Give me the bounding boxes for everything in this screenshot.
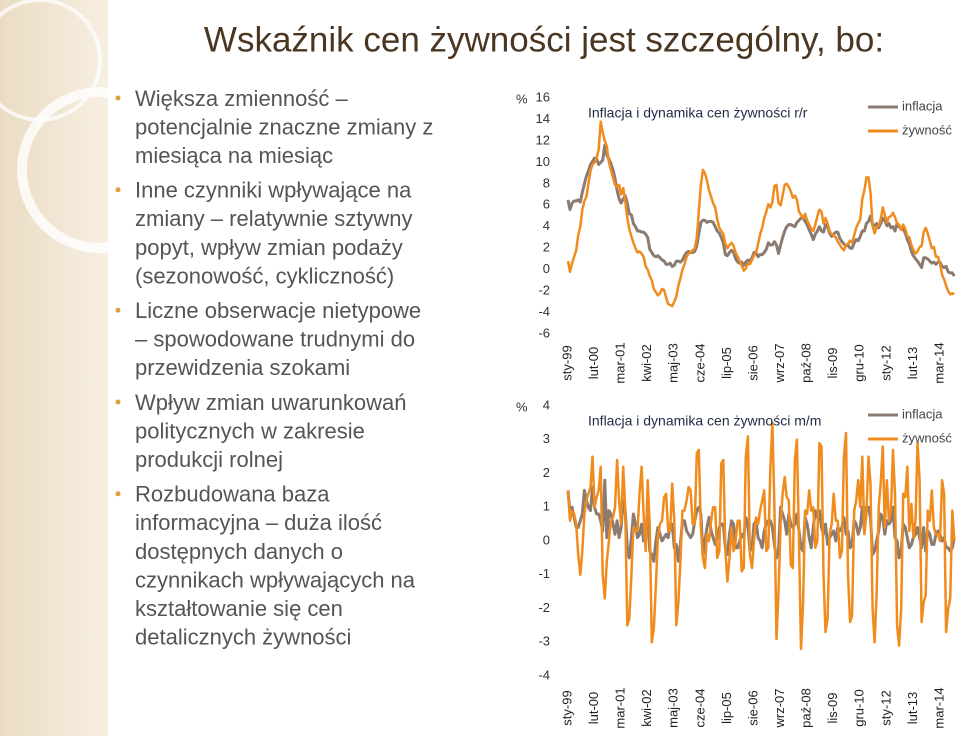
x-tick-label: lip-05 [719,692,734,724]
bullet-text: politycznych w zakresie [135,418,365,443]
x-tick-label: lis-09 [825,347,840,378]
bullet-text: popyt, wpływ zmian podaży [135,235,403,260]
y-tick-label: -2 [538,283,550,298]
y-axis-label: % [516,399,528,414]
bullet-dot [115,187,121,193]
bullet-text: detalicznych żywności [135,625,351,650]
x-tick-label: sie-06 [745,690,760,725]
y-axis-label: % [516,91,528,106]
x-tick-label: lut-00 [586,347,601,380]
bullet-text: czynnikach wpływających na [135,567,416,592]
x-tick-label: kwi-02 [639,689,654,727]
y-tick-label: 1 [543,499,550,514]
x-tick-label: cze-04 [692,343,707,382]
x-tick-label: wrz-07 [772,688,787,728]
x-tick-label: sty-99 [559,345,574,380]
x-tick-label: sty-12 [878,690,893,725]
x-tick-label: mar-01 [613,687,628,728]
x-tick-label: gru-10 [852,689,867,727]
series-line [566,143,956,277]
y-tick-label: -2 [538,600,550,615]
y-tick-label: 4 [543,397,550,412]
x-tick-label: wrz-07 [772,343,787,383]
bullet-text: dostępnych danych o [135,539,343,564]
bullet-text: Inne czynniki wpływające na [135,178,412,203]
x-tick-label: paź-08 [799,688,814,728]
x-tick-label: sty-12 [878,345,893,380]
bullet-dot [115,307,121,313]
bullet-dot [115,399,121,405]
y-tick-label: 2 [543,240,550,255]
bullet-dot [115,95,121,101]
x-tick-label: maj-03 [666,343,681,383]
decor-circle [0,0,102,122]
y-tick-label: -1 [538,566,550,581]
chart-title: Inflacja i dynamika cen żywności r/r [588,105,808,121]
y-tick-label: 3 [543,431,550,446]
legend-label: inflacja [902,406,943,421]
x-tick-label: mar-01 [613,342,628,383]
y-tick-label: -4 [538,667,550,682]
bullet-text: zmiany – relatywnie sztywny [135,206,413,231]
bullet-text: (sezonowość, cykliczność) [135,263,394,288]
slide-title: Wskaźnik cen żywności jest szczególny, b… [204,20,884,59]
bullet-text: informacyjna – duża ilość [135,510,382,535]
decor-strip [0,0,108,736]
x-tick-label: kwi-02 [639,344,654,382]
x-tick-label: lut-13 [905,347,920,380]
bullet-text: miesiąca na miesiąc [135,143,333,168]
x-tick-label: mar-14 [931,687,946,728]
x-tick-label: cze-04 [692,688,707,727]
y-tick-label: -3 [538,634,550,649]
bullet-text: potencjalnie znaczne zmiany z [135,114,433,139]
legend-label: inflacja [902,98,943,113]
bullet-text: przewidzenia szokami [135,355,350,380]
bullet-dot [115,491,121,497]
y-tick-label: 16 [536,89,550,104]
y-tick-label: 6 [543,197,550,212]
x-tick-label: lut-00 [586,692,601,725]
y-tick-label: -4 [538,304,550,319]
x-tick-label: maj-03 [666,688,681,728]
x-tick-label: sie-06 [745,345,760,380]
x-tick-label: lip-05 [719,347,734,379]
series-line [566,478,956,563]
bullet-text: Rozbudowana baza [135,482,330,507]
chart-title: Inflacja i dynamika cen żywności m/m [588,413,821,429]
bullet-text: Wpływ zmian uwarunkowań [135,390,406,415]
bullet-text: Liczne obserwacje nietypowe [135,298,421,323]
y-tick-label: 0 [543,261,550,276]
y-tick-label: 14 [536,111,550,126]
bullet-text: Większa zmienność – [135,86,349,111]
bullet-list: Większa zmienność – potencjalnie znaczne … [115,86,433,650]
x-tick-label: mar-14 [931,342,946,383]
x-tick-label: gru-10 [852,344,867,382]
y-tick-label: 10 [536,154,550,169]
y-tick-label: -6 [538,325,550,340]
x-tick-label: sty-99 [559,690,574,725]
y-tick-label: 2 [543,465,550,480]
bullet-text: – spowodowane trudnymi do [135,327,415,352]
series-line [566,421,956,651]
legend-label: żywność [902,122,952,137]
y-tick-label: 12 [536,132,550,147]
x-tick-label: lut-13 [905,692,920,725]
series-line [566,120,955,308]
bullet-text: kształtowanie się cen [135,596,343,621]
x-tick-label: lis-09 [825,692,840,723]
y-tick-label: 0 [543,532,550,547]
decor-circle [17,87,183,253]
y-tick-label: 4 [543,218,550,233]
bullet-text: produkcji rolnej [135,447,283,472]
x-tick-label: paź-08 [799,343,814,383]
y-tick-label: 8 [543,175,550,190]
legend-label: żywność [902,430,952,445]
